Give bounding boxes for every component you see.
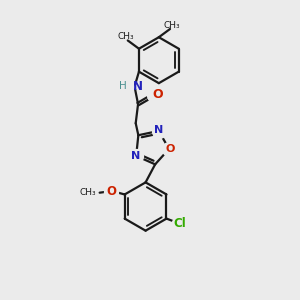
Text: CH₃: CH₃ (118, 32, 135, 41)
Text: Cl: Cl (173, 218, 186, 230)
Text: H: H (119, 81, 127, 92)
Text: N: N (131, 151, 140, 161)
Text: O: O (106, 185, 116, 198)
Text: CH₃: CH₃ (163, 21, 180, 30)
Text: O: O (166, 144, 175, 154)
Text: CH₃: CH₃ (79, 188, 96, 197)
Text: N: N (154, 125, 163, 135)
Text: O: O (152, 88, 163, 101)
Text: N: N (133, 80, 143, 93)
